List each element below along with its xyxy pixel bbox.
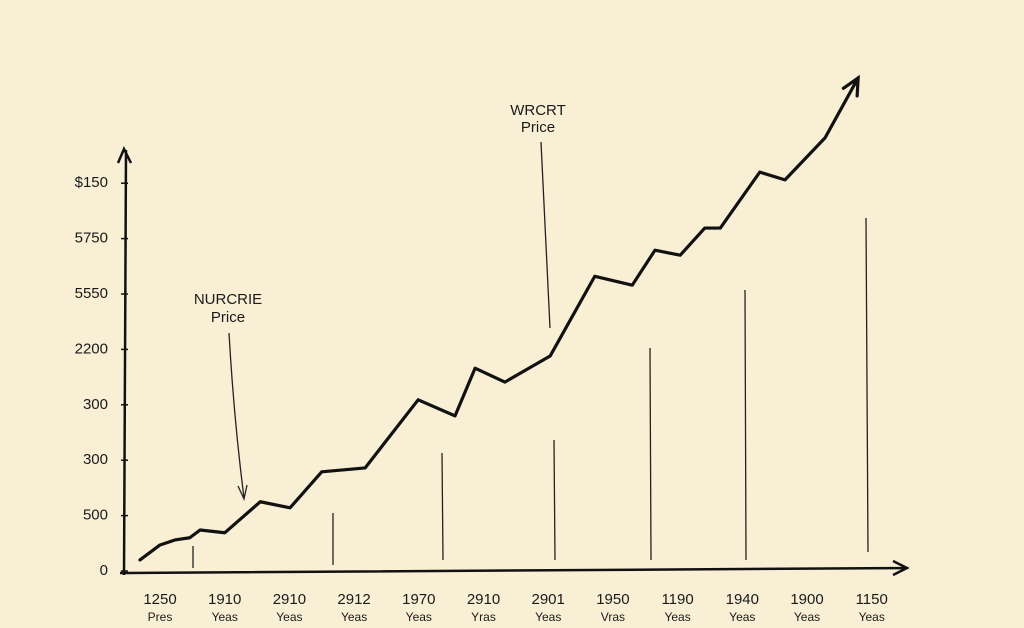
x-tick-sublabel: Yeas xyxy=(341,610,367,624)
x-tick-label: 1150 xyxy=(856,591,888,608)
annotation-pointer xyxy=(540,141,551,329)
annotation-text: NURCRIE xyxy=(194,291,262,308)
y-tick-label: 300 xyxy=(83,451,108,468)
y-tick-label: 500 xyxy=(83,507,108,524)
line-arrowhead xyxy=(841,74,860,98)
y-tick-label: 0 xyxy=(100,562,108,579)
x-tick-sublabel: Yeas xyxy=(212,610,238,624)
annotation-text: Price xyxy=(211,309,245,326)
drop-line xyxy=(441,452,444,561)
annotation-text: WRCRT xyxy=(510,102,566,119)
x-tick-sublabel: Yeas xyxy=(406,610,432,624)
x-tick-label: 1190 xyxy=(661,591,693,608)
drop-line xyxy=(649,347,652,561)
x-tick-label: 2912 xyxy=(337,591,370,608)
drop-lines xyxy=(192,217,869,568)
drop-line xyxy=(553,439,556,561)
drop-line xyxy=(744,289,747,561)
y-axis xyxy=(116,146,133,576)
x-tick-label: 1970 xyxy=(402,591,435,608)
x-tick-sublabel: Yeas xyxy=(276,610,302,624)
y-tick-label: 300 xyxy=(83,396,108,413)
x-tick-label: 2910 xyxy=(467,591,500,608)
x-tick-sublabel: Yeas xyxy=(729,610,755,624)
y-tick-label: 2200 xyxy=(75,340,108,357)
y-tick-label: 5550 xyxy=(75,285,108,302)
annotation-text: Price xyxy=(521,119,555,136)
x-tick-label: 2901 xyxy=(532,591,565,608)
x-tick-label: 1910 xyxy=(208,591,241,608)
x-axis xyxy=(119,559,910,577)
x-tick-sublabel: Vras xyxy=(601,610,625,624)
y-tick-label: $150 xyxy=(75,174,108,191)
annotation-arrow xyxy=(228,332,248,502)
x-tick-sublabel: Yeas xyxy=(859,610,885,624)
x-tick-label: 1250 xyxy=(143,591,176,608)
y-tick-label: 5750 xyxy=(75,230,108,247)
x-tick-sublabel: Yeas xyxy=(664,610,690,624)
x-tick-label: 1950 xyxy=(596,591,629,608)
x-tick-label: 1940 xyxy=(726,591,759,608)
drop-line xyxy=(865,217,869,553)
x-tick-sublabel: Yeas xyxy=(794,610,820,624)
x-tick-label: 1900 xyxy=(790,591,823,608)
x-tick-sublabel: Pres xyxy=(148,610,173,624)
x-tick-sublabel: Yeas xyxy=(535,610,561,624)
x-tick-label: 2910 xyxy=(273,591,306,608)
x-tick-sublabel: Yras xyxy=(471,610,496,624)
price-line xyxy=(138,76,860,562)
